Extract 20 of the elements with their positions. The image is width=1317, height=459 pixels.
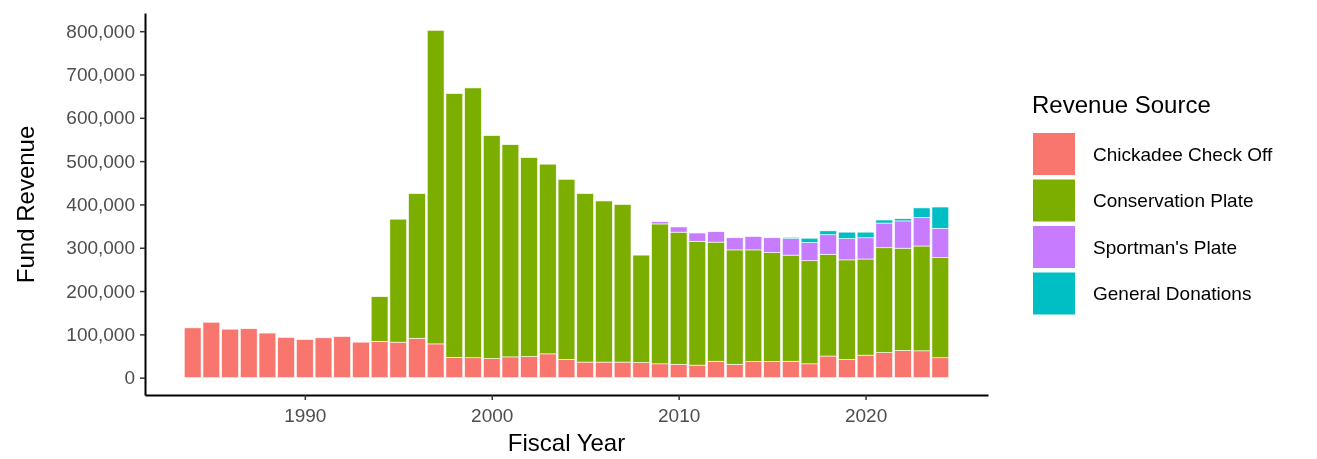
y-tick-label: 400,000	[66, 194, 135, 216]
x-axis-title: Fiscal Year	[507, 429, 626, 456]
legend-label: Chickadee Check Off	[1093, 143, 1273, 165]
y-tick-label: 500,000	[66, 150, 135, 172]
y-tick-label: 800,000	[66, 20, 135, 42]
x-tick-label: 1990	[284, 405, 327, 426]
x-tick-label: 2020	[844, 405, 888, 426]
y-tick-label: 700,000	[66, 64, 135, 86]
y-tick-label: 300,000	[66, 237, 135, 259]
y-axis-title: Fund Revenue	[12, 125, 39, 284]
legend-label: Conservation Plate	[1093, 190, 1254, 212]
y-tick-label: 200,000	[66, 280, 135, 302]
x-tick-label: 2010	[658, 405, 701, 426]
legend-label: General Donations	[1093, 283, 1252, 305]
legend-title: Revenue Source	[1032, 91, 1211, 118]
x-tick-label: 2000	[471, 405, 514, 426]
y-tick-label: 600,000	[66, 107, 135, 129]
y-tick-label: 0	[124, 367, 135, 389]
y-tick-label: 100,000	[66, 323, 135, 345]
legend-label: Sportman's Plate	[1093, 236, 1238, 258]
